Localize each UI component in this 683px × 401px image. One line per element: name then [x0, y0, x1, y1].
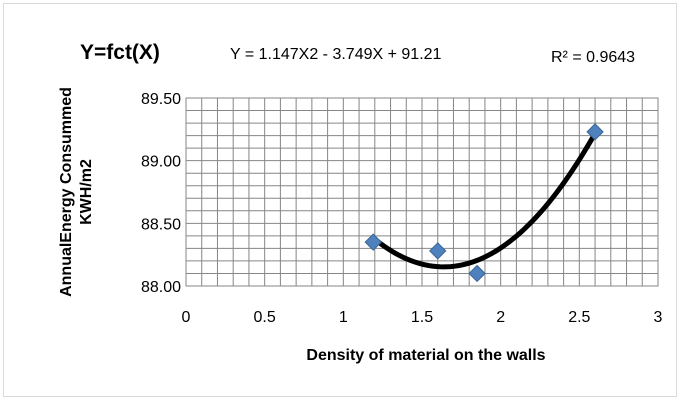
y-axis-title-line-1: AnnualEnergy Consummed [58, 87, 75, 297]
grid-lines [185, 97, 659, 287]
data-point-marker [586, 123, 604, 141]
y-axis-title-line-2: KWH/m2 [78, 159, 95, 225]
y-tick-label: 89.50 [141, 91, 181, 108]
x-tick-label: 0 [182, 309, 191, 326]
x-tick-label: 1 [339, 309, 348, 326]
tick-labels: 0 0.5 1 1.5 2 2.5 3 88.00 88.50 89.00 89.50 [141, 91, 663, 326]
chart-area: 0 0.5 1 1.5 2 2.5 3 88.00 88.50 89.00 89.50 Y=fct(… [3, 3, 677, 397]
trendline-equation: Y = 1.147X2 - 3.749X + 91.21 [230, 46, 442, 63]
plot-area-border [185, 97, 659, 287]
y-tick-label: 88.00 [141, 279, 181, 296]
x-tick-label: 2.5 [568, 309, 590, 326]
data-point-marker [468, 264, 486, 283]
x-tick-label: 1.5 [411, 309, 433, 326]
r-squared-label: R² = 0.9643 [551, 49, 635, 66]
x-tick-label: 2 [496, 309, 505, 326]
x-tick-label: 0.5 [254, 309, 276, 326]
x-tick-label: 3 [654, 309, 663, 326]
data-point-marker [364, 233, 382, 251]
y-axis-title: AnnualEnergy Consummed KWH/m2 [58, 87, 95, 297]
chart-title: Y=fct(X) [80, 41, 160, 64]
y-tick-label: 89.00 [141, 154, 181, 171]
data-point-marker [429, 242, 447, 260]
y-tick-label: 88.50 [141, 216, 181, 233]
chart-svg: 0 0.5 1 1.5 2 2.5 3 88.00 88.50 89.00 89.50 Y=fct(… [58, 41, 663, 364]
x-axis-title: Density of material on the walls [306, 347, 545, 364]
trendline [370, 130, 598, 270]
data-points [364, 123, 604, 283]
